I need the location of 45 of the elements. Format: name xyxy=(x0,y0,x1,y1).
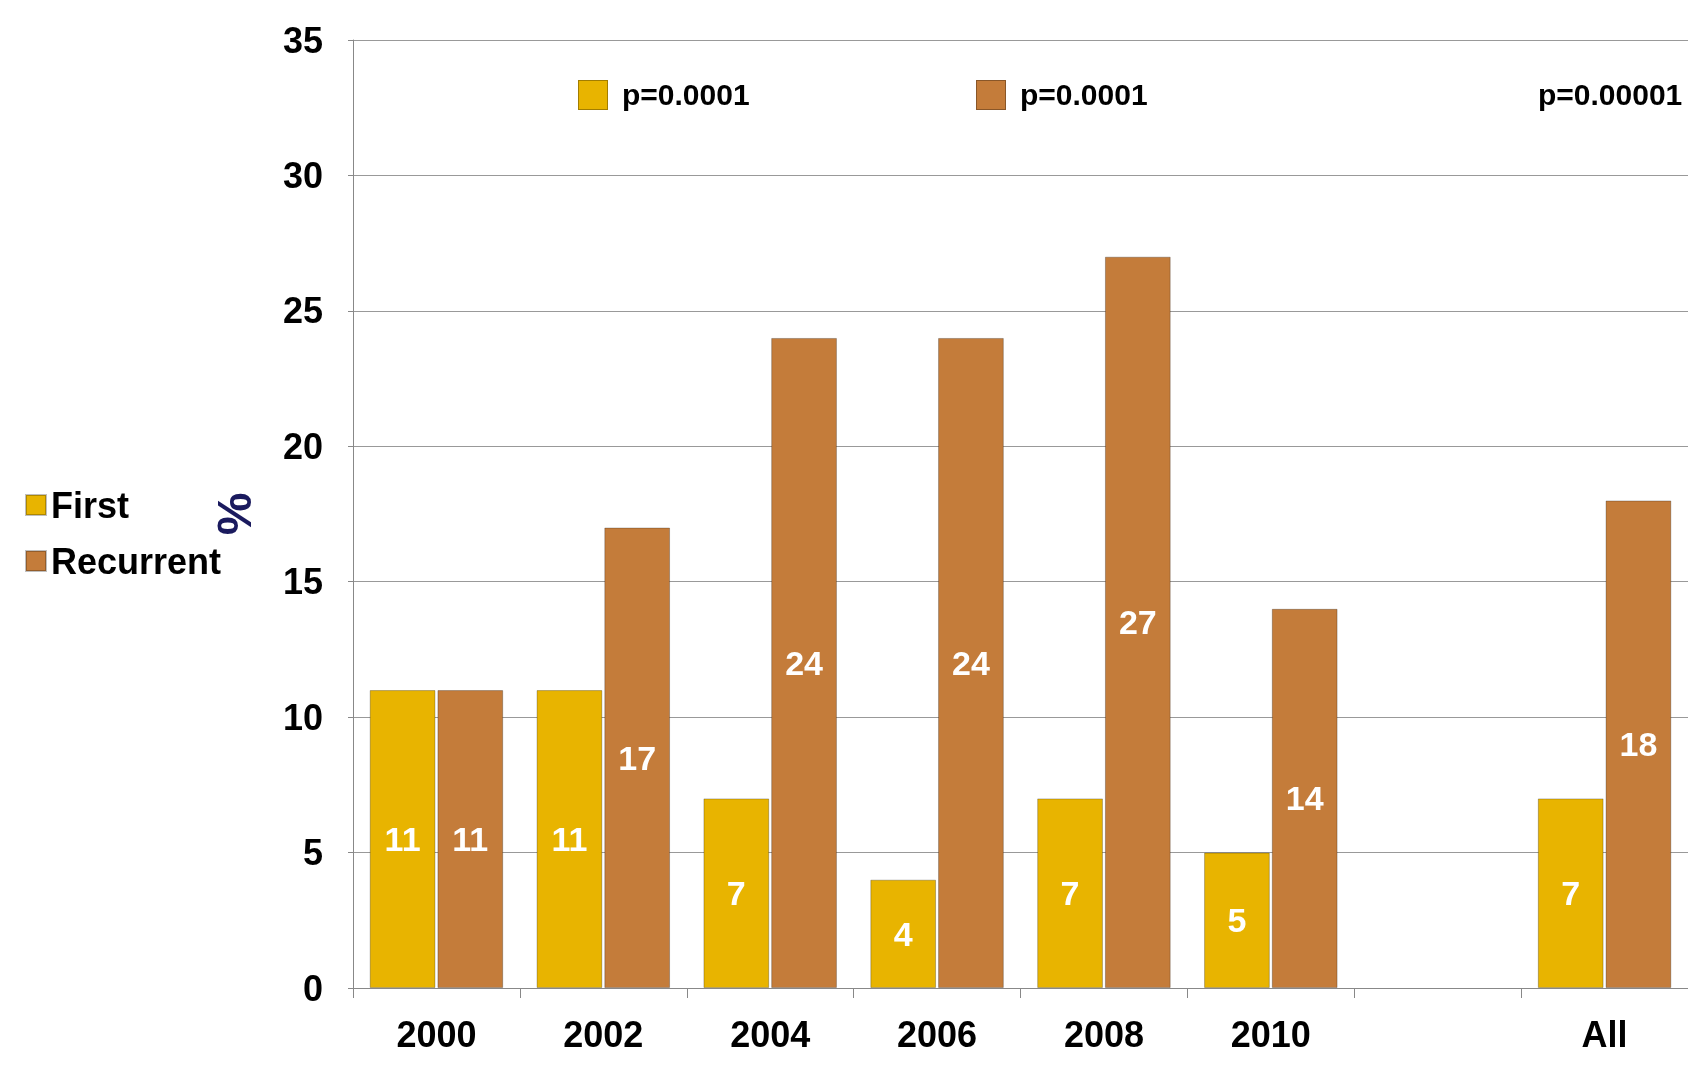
y-tick-label: 5 xyxy=(302,832,323,874)
annotation: p=0.0001 xyxy=(1020,78,1148,112)
x-tick-label: All xyxy=(1581,1013,1628,1055)
x-tick-label: 2008 xyxy=(1063,1013,1144,1055)
x-tick-label: 2000 xyxy=(396,1013,477,1055)
data-label: 7 xyxy=(1561,874,1581,913)
y-tick-label: 30 xyxy=(282,154,323,196)
data-label: 7 xyxy=(726,874,746,913)
bar xyxy=(1037,798,1103,988)
bar xyxy=(536,690,603,988)
bar xyxy=(1271,608,1338,988)
y-axis-title: % xyxy=(207,492,261,536)
bar xyxy=(938,337,1004,988)
data-label: 17 xyxy=(618,738,657,777)
y-tick-label: 15 xyxy=(282,561,323,603)
data-label: 7 xyxy=(1060,874,1080,913)
data-label: 11 xyxy=(551,820,588,859)
y-tick-label: 0 xyxy=(302,967,323,1009)
annotation: p=0.00001 xyxy=(1538,78,1683,112)
y-tick-label: 25 xyxy=(282,290,323,332)
x-tick-label: 2010 xyxy=(1230,1013,1311,1055)
data-label: 14 xyxy=(1285,779,1324,818)
legend-label: First xyxy=(51,484,130,526)
data-label: 24 xyxy=(785,643,824,682)
x-tick-label: 2006 xyxy=(897,1013,978,1055)
y-tick-label: 20 xyxy=(282,425,323,467)
data-label: 4 xyxy=(893,914,913,953)
bar xyxy=(771,337,837,988)
bar xyxy=(703,798,770,988)
annotation: p=0.0001 xyxy=(622,78,750,112)
data-label: 18 xyxy=(1619,725,1658,764)
data-label: 11 xyxy=(384,820,421,859)
x-tick-label: 2004 xyxy=(730,1013,811,1055)
bar xyxy=(870,879,937,988)
data-label: 24 xyxy=(952,643,990,682)
data-label: 27 xyxy=(1118,603,1157,642)
y-tick-label: 10 xyxy=(282,696,323,738)
bar xyxy=(1204,852,1270,988)
data-label: 11 xyxy=(452,820,489,859)
data-label: 5 xyxy=(1227,901,1247,940)
bar xyxy=(604,527,671,988)
legend-label: Recurrent xyxy=(51,540,222,582)
y-tick-label: 35 xyxy=(282,19,323,61)
bar xyxy=(1104,256,1171,988)
x-tick-label: 2002 xyxy=(563,1013,644,1055)
